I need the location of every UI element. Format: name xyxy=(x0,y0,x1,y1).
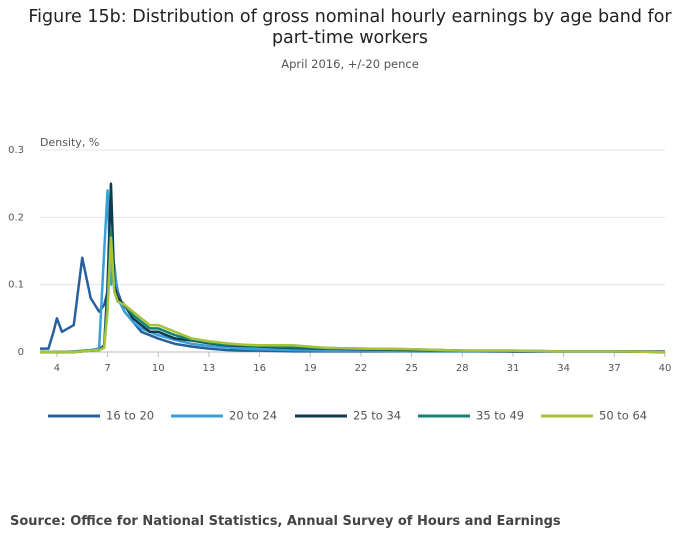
x-tick-label: 28 xyxy=(456,363,469,374)
legend-label: 50 to 64 xyxy=(599,409,647,423)
x-tick-label: 16 xyxy=(253,363,266,374)
x-tick-label: 19 xyxy=(304,363,317,374)
x-tick-label: 13 xyxy=(203,363,216,374)
data-line xyxy=(40,189,666,354)
x-tick-label: 40 xyxy=(659,363,672,374)
y-axis-label: Density, % xyxy=(40,136,99,149)
x-tick-label: 22 xyxy=(355,363,368,374)
y-tick-label: 0.2 xyxy=(8,212,24,223)
data-line xyxy=(40,229,665,353)
x-tick-label: 7 xyxy=(104,363,110,374)
x-tick-label: 31 xyxy=(507,363,520,374)
data-line xyxy=(40,182,666,354)
x-tick-label: 10 xyxy=(152,363,165,374)
chart-title: Figure 15b: Distribution of gross nomina… xyxy=(28,7,672,48)
legend-label: 35 to 49 xyxy=(476,409,524,423)
data-line xyxy=(40,229,666,354)
data-line xyxy=(40,236,666,354)
legend-label: 25 to 34 xyxy=(353,409,401,423)
legend-label: 20 to 24 xyxy=(229,409,277,423)
y-tick-label: 0 xyxy=(18,347,24,358)
y-tick-label: 0.3 xyxy=(8,145,24,156)
legend-label: 16 to 20 xyxy=(106,409,154,423)
x-tick-label: 4 xyxy=(54,363,60,374)
x-tick-label: 25 xyxy=(405,363,418,374)
x-tick-label: 37 xyxy=(608,363,621,374)
x-tick-label: 34 xyxy=(557,363,570,374)
source: Source: Office for National Statistics, … xyxy=(10,514,561,529)
y-tick-label: 0.1 xyxy=(8,280,24,291)
chart-subtitle: April 2016, +/-20 pence xyxy=(281,57,419,71)
